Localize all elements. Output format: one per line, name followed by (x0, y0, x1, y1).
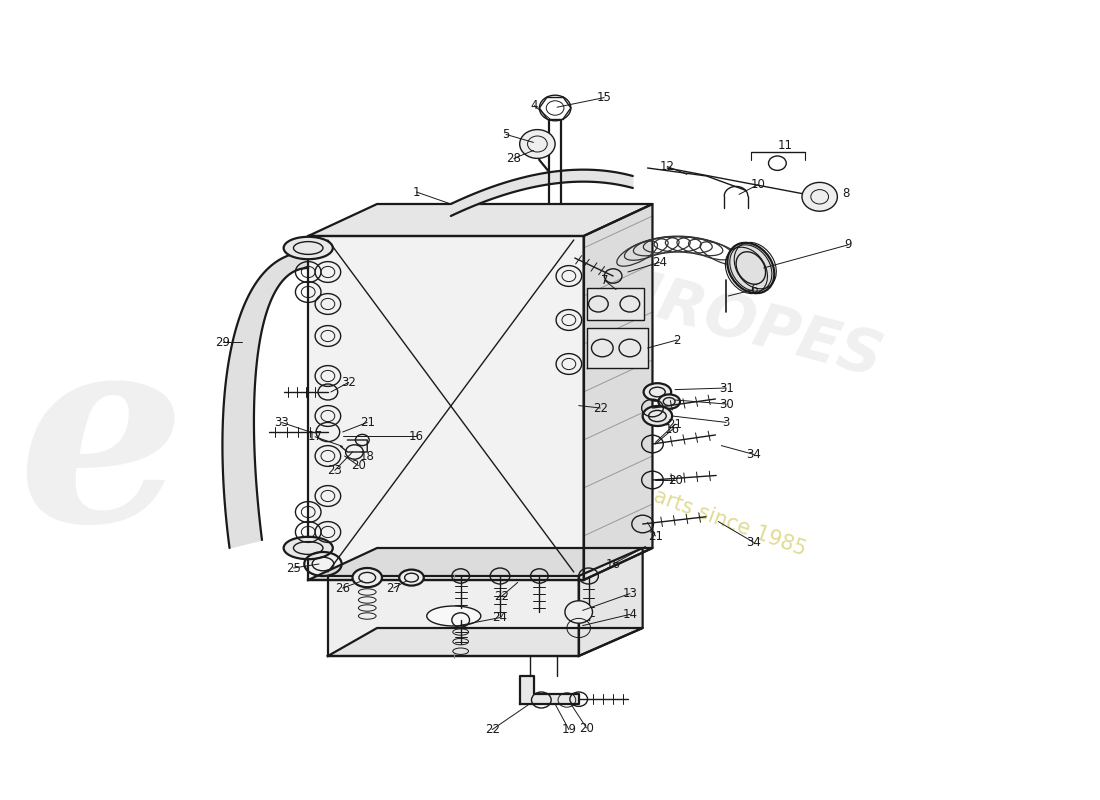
Text: 21: 21 (360, 416, 375, 429)
Text: 20: 20 (668, 474, 682, 486)
Text: 14: 14 (623, 608, 637, 621)
Text: 8: 8 (843, 187, 850, 200)
Text: 13: 13 (623, 587, 637, 600)
Text: 2: 2 (673, 334, 681, 346)
Text: 16: 16 (606, 558, 620, 570)
Text: 3: 3 (723, 416, 730, 429)
Text: 9: 9 (845, 238, 853, 251)
Polygon shape (328, 628, 642, 656)
Text: 22: 22 (485, 723, 499, 736)
Polygon shape (519, 676, 579, 704)
Polygon shape (328, 576, 579, 656)
Text: 17: 17 (308, 430, 322, 443)
Ellipse shape (284, 537, 333, 559)
Text: 16: 16 (409, 430, 424, 442)
Text: 30: 30 (719, 398, 734, 410)
Text: 6: 6 (750, 283, 758, 296)
Circle shape (519, 130, 556, 158)
Text: a passion for parts since 1985: a passion for parts since 1985 (506, 433, 808, 559)
Ellipse shape (284, 237, 333, 259)
Text: 31: 31 (718, 382, 734, 394)
Text: 7: 7 (601, 274, 608, 286)
Ellipse shape (352, 568, 382, 587)
Text: 20: 20 (351, 459, 366, 472)
Text: 34: 34 (746, 448, 761, 461)
Polygon shape (584, 204, 652, 580)
Polygon shape (308, 548, 652, 580)
Text: 24: 24 (652, 256, 667, 269)
Ellipse shape (642, 406, 672, 426)
Text: 12: 12 (660, 160, 674, 173)
Ellipse shape (659, 394, 680, 409)
Text: 22: 22 (495, 590, 509, 602)
Text: 23: 23 (328, 464, 342, 477)
Text: 10: 10 (750, 178, 766, 191)
Text: EUROPES: EUROPES (563, 250, 889, 390)
Circle shape (565, 601, 593, 623)
Text: 4: 4 (530, 99, 538, 112)
Text: 5: 5 (503, 128, 509, 141)
Text: 26: 26 (336, 582, 350, 594)
Circle shape (802, 182, 837, 211)
Text: 11: 11 (778, 139, 793, 152)
Text: 15: 15 (597, 91, 612, 104)
Text: 21: 21 (648, 530, 663, 542)
Text: 24: 24 (493, 611, 507, 624)
Text: 25: 25 (286, 562, 301, 574)
Text: e: e (18, 320, 186, 576)
Text: 1: 1 (412, 186, 420, 198)
Ellipse shape (644, 383, 671, 401)
Text: 22: 22 (593, 402, 608, 414)
Polygon shape (451, 170, 632, 216)
Ellipse shape (727, 243, 774, 293)
Text: 29: 29 (216, 336, 230, 349)
Polygon shape (308, 236, 584, 580)
Text: 20: 20 (579, 722, 594, 734)
Text: 21: 21 (668, 418, 683, 430)
Text: 27: 27 (386, 582, 402, 594)
Bar (586, 288, 644, 320)
Text: 16: 16 (664, 423, 680, 436)
Text: 34: 34 (746, 536, 761, 549)
Polygon shape (308, 204, 652, 236)
Text: 19: 19 (561, 723, 576, 736)
Text: 33: 33 (274, 416, 289, 429)
Text: 28: 28 (506, 152, 521, 165)
Polygon shape (222, 252, 308, 548)
Ellipse shape (399, 570, 424, 586)
Ellipse shape (427, 606, 481, 626)
Polygon shape (586, 328, 648, 368)
Polygon shape (579, 548, 642, 656)
Text: 32: 32 (341, 376, 356, 389)
Text: 18: 18 (360, 450, 375, 462)
